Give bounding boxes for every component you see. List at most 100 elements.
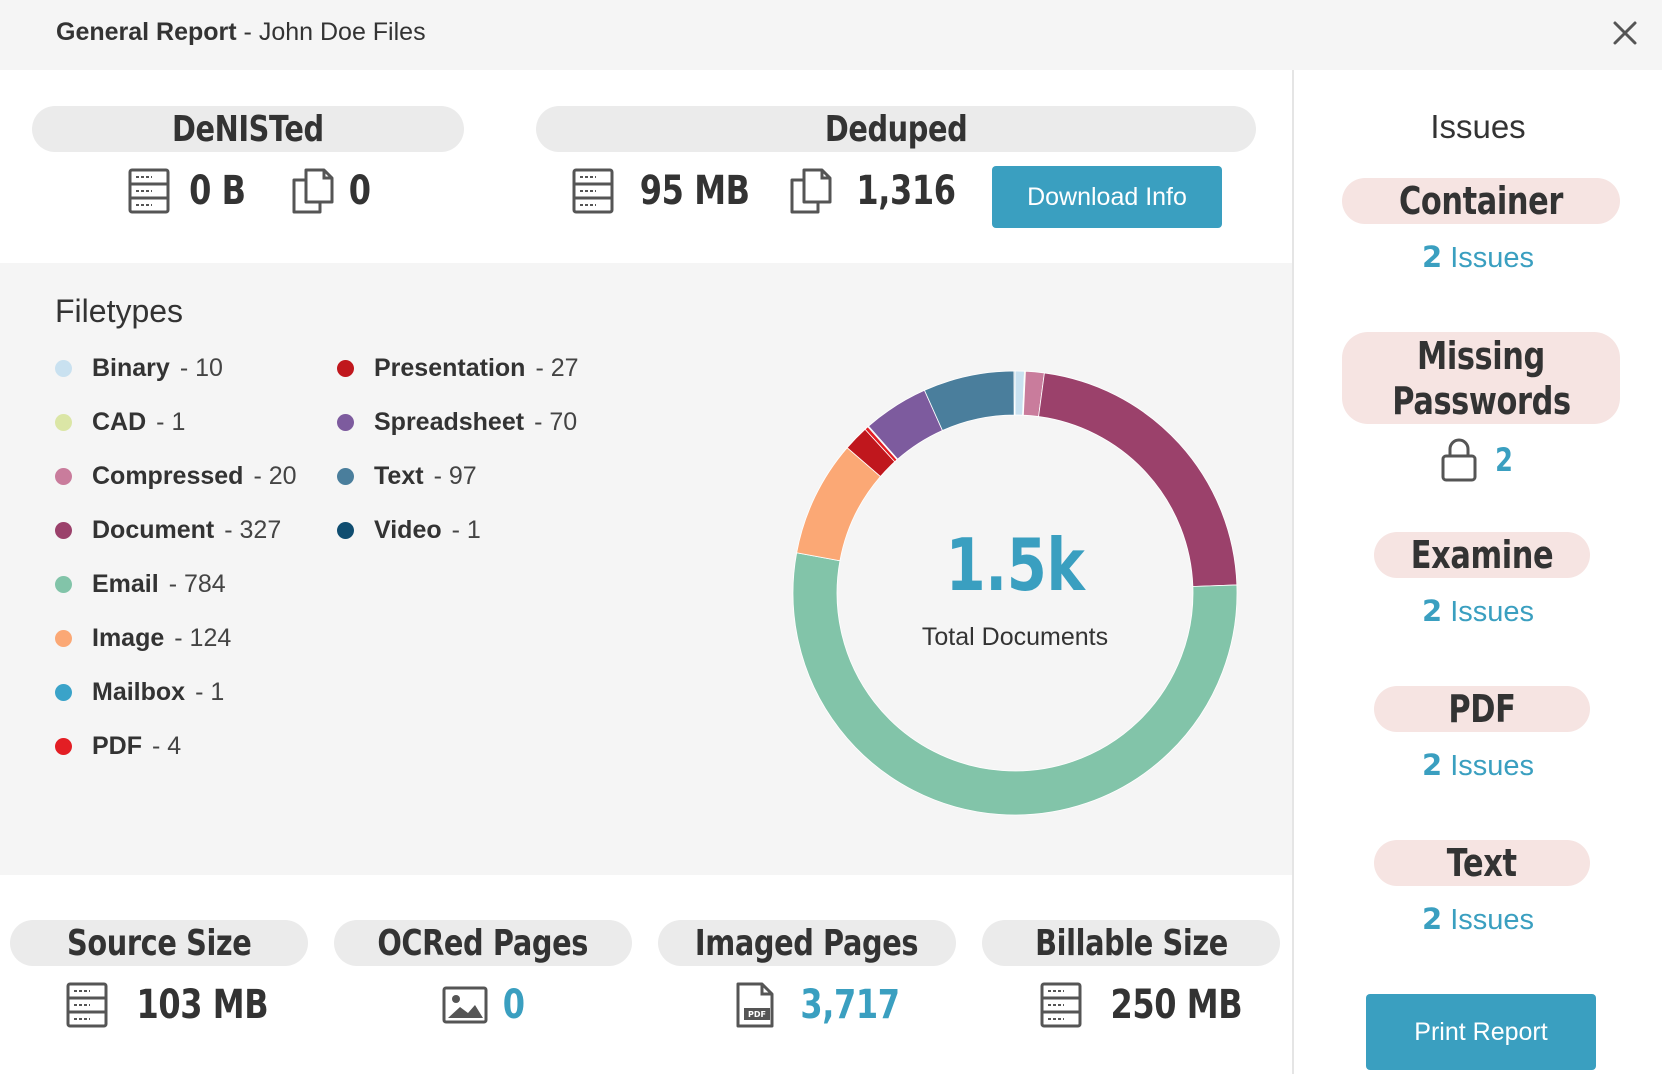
deduped-count-metric: 1,316: [790, 168, 968, 214]
legend-name: Image: [92, 623, 165, 652]
billable-size-pill: Billable Size: [982, 920, 1280, 966]
legend-item[interactable]: PDF - 4: [55, 719, 297, 773]
legend-count: - 27: [535, 353, 579, 382]
legend-dot: [55, 359, 72, 377]
total-documents-label: Total Documents: [921, 623, 1109, 651]
legend-dot: [55, 521, 72, 539]
denisted-pill: DeNISTed: [32, 106, 464, 152]
ocred-pages-label: OCRed Pages: [377, 923, 589, 964]
legend-item[interactable]: Presentation - 27: [337, 341, 579, 395]
print-report-button[interactable]: Print Report: [1366, 994, 1596, 1070]
issues-sidebar: Issues Container Errors 2 Issues Missing…: [1294, 70, 1662, 1084]
close-icon[interactable]: [1606, 14, 1644, 52]
container-errors-issues-link[interactable]: 2 Issues: [1294, 240, 1662, 275]
missing-passwords-label-line2: Passwords: [1391, 379, 1571, 423]
container-errors-suffix: Issues: [1450, 242, 1535, 274]
examine-pill: Examine: [1374, 532, 1590, 578]
examine-issues-link[interactable]: 2 Issues: [1294, 594, 1662, 629]
legend-name: CAD: [92, 407, 147, 436]
legend-name: PDF: [92, 731, 142, 760]
billable-size-metric: 250 MB: [1040, 982, 1259, 1028]
download-info-button[interactable]: Download Info: [992, 166, 1222, 228]
legend-item[interactable]: CAD - 1: [55, 395, 297, 449]
legend-item[interactable]: Binary - 10: [55, 341, 297, 395]
source-size-label: Source Size: [66, 923, 252, 964]
denisted-size-metric: 0 B: [128, 168, 253, 214]
deduped-count: 1,316: [856, 168, 956, 214]
missing-passwords-row[interactable]: 2: [1294, 438, 1662, 482]
report-title: General Report - John Doe Files: [56, 18, 426, 47]
copy-files-icon: [790, 168, 832, 214]
text-label: Text: [1447, 841, 1517, 885]
donut-slice-email[interactable]: [792, 552, 1238, 816]
legend-name: Binary: [92, 353, 170, 382]
imaged-pages-value: 3,717: [800, 982, 900, 1028]
missing-passwords-label-line1: Missing: [1417, 334, 1545, 378]
legend-name: Mailbox: [92, 677, 186, 706]
legend-count: - 1: [451, 515, 481, 544]
report-main: DeNISTed 0 B 0 Deduped 95 MB 1,316 Downl…: [0, 70, 1292, 1084]
imaged-pages-pill: Imaged Pages: [658, 920, 956, 966]
denisted-label: DeNISTed: [172, 109, 324, 150]
examine-label: Examine: [1410, 533, 1554, 577]
legend-item[interactable]: Email - 784: [55, 557, 297, 611]
source-size-metric: 103 MB: [66, 982, 285, 1028]
legend-item[interactable]: Compressed - 20: [55, 449, 297, 503]
legend-item[interactable]: Mailbox - 1: [55, 665, 297, 719]
donut-center: 1.5k Total Documents: [765, 343, 1265, 843]
legend-item[interactable]: Spreadsheet - 70: [337, 395, 579, 449]
legend-count: - 784: [168, 569, 226, 598]
legend-name: Document: [92, 515, 215, 544]
missing-passwords-pill: Missing Passwords: [1342, 332, 1620, 424]
ocred-pages-metric: 0: [442, 982, 527, 1028]
legend-count: - 70: [534, 407, 578, 436]
examine-count: 2: [1421, 594, 1443, 628]
legend-column-1: Binary - 10 CAD - 1 Compressed - 20 Documen…: [55, 341, 297, 773]
donut-slice-video[interactable]: [1013, 370, 1016, 416]
legend-name: Text: [374, 461, 424, 490]
server-icon: [128, 168, 170, 214]
denisted-count: 0: [348, 168, 371, 214]
server-icon: [572, 168, 614, 214]
container-errors-label: Container Errors: [1399, 179, 1563, 223]
legend-count: - 10: [179, 353, 223, 382]
legend-count: - 97: [433, 461, 477, 490]
copy-files-icon: [292, 168, 334, 214]
legend-dot: [55, 413, 72, 431]
legend-item[interactable]: Image - 124: [55, 611, 297, 665]
legend-dot: [337, 467, 354, 485]
pdf-label: PDF: [1448, 687, 1516, 731]
filetypes-donut-chart: [792, 370, 1238, 816]
legend-dot: [55, 467, 72, 485]
legend-count: - 20: [253, 461, 297, 490]
legend-count: - 1: [156, 407, 186, 436]
missing-passwords-count: 2: [1495, 441, 1513, 479]
examine-suffix: Issues: [1450, 596, 1535, 628]
report-title-bold: General Report: [56, 18, 237, 46]
filetypes-title: Filetypes: [55, 293, 184, 329]
deduped-pill: Deduped: [536, 106, 1256, 152]
legend-name: Compressed: [92, 461, 244, 490]
container-errors-pill: Container Errors: [1342, 178, 1620, 224]
pdf-count: 2: [1421, 748, 1443, 782]
legend-dot: [337, 359, 354, 377]
legend-count: - 124: [174, 623, 232, 652]
legend-item[interactable]: Text - 97: [337, 449, 579, 503]
legend-item[interactable]: Document - 327: [55, 503, 297, 557]
denisted-count-metric: 0: [292, 168, 373, 214]
sidebar-divider: [1292, 70, 1294, 1074]
legend-name: Email: [92, 569, 159, 598]
text-issues-link[interactable]: 2 Issues: [1294, 902, 1662, 937]
legend-dot: [55, 629, 72, 647]
legend-name: Video: [374, 515, 442, 544]
legend-item[interactable]: Video - 1: [337, 503, 579, 557]
denisted-size: 0 B: [189, 168, 246, 214]
legend-dot: [337, 521, 354, 539]
ocred-pages-value: 0: [502, 982, 525, 1028]
pdf-pill: PDF: [1374, 686, 1590, 732]
image-icon: [442, 985, 488, 1025]
legend-dot: [337, 413, 354, 431]
imaged-pages-label: Imaged Pages: [695, 923, 919, 964]
pdf-issues-link[interactable]: 2 Issues: [1294, 748, 1662, 783]
server-icon: [1040, 982, 1082, 1028]
